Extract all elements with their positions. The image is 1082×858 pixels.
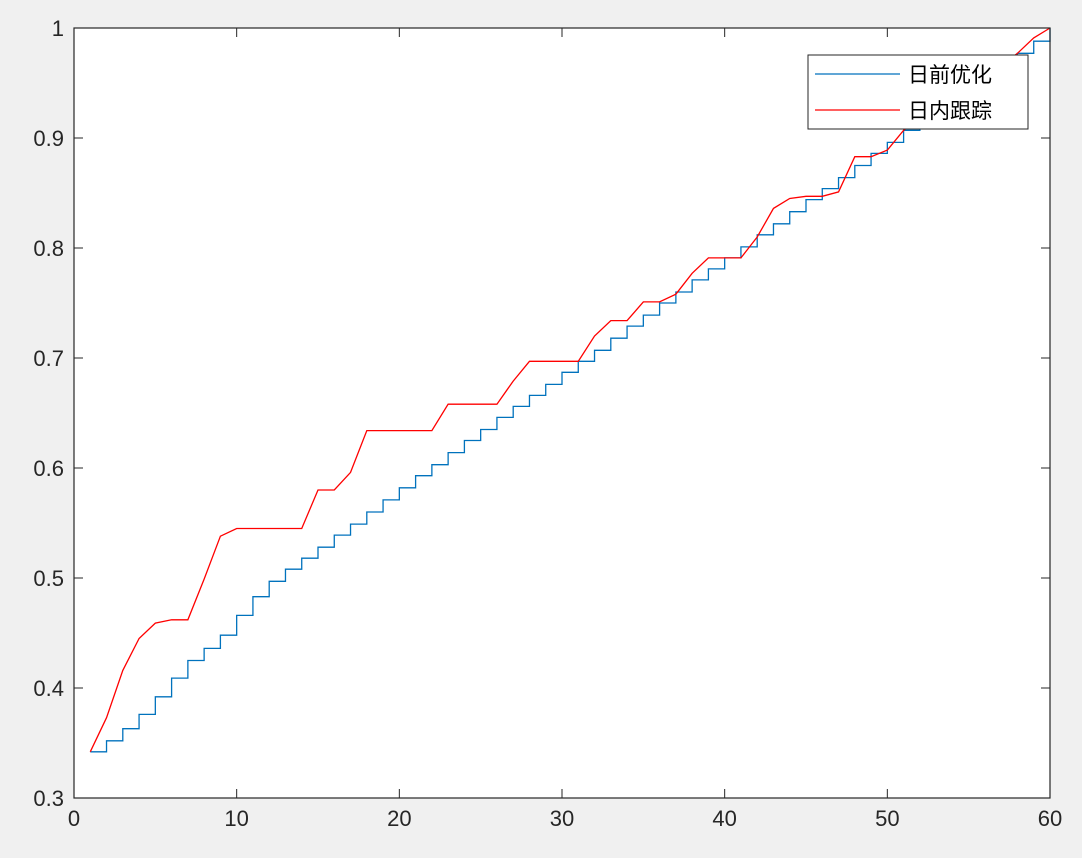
y-tick-label: 0.5	[33, 566, 64, 591]
series-layer	[89, 27, 1051, 753]
y-tick-label: 0.8	[33, 236, 64, 261]
y-tick-label: 0.3	[33, 786, 64, 811]
x-tick-label: 50	[875, 806, 899, 831]
x-tick-label: 40	[712, 806, 736, 831]
legend[interactable]: 日前优化 日内跟踪	[807, 54, 1029, 130]
y-tick-label: 0.7	[33, 346, 64, 371]
legend-label-day-ahead: 日前优化	[908, 63, 992, 87]
y-tick-label: 1	[52, 16, 64, 41]
plot-area	[74, 28, 1050, 798]
y-tick-label: 0.6	[33, 456, 64, 481]
x-tick-label: 30	[550, 806, 574, 831]
legend-box	[807, 54, 1029, 130]
legend-label-intraday: 日内跟踪	[908, 99, 992, 123]
x-tick-label: 60	[1038, 806, 1062, 831]
ticks-layer: 0 10 20 30 40 50 60 0.3 0.4 0.5 0.6 0.7 0.8 0.9 1	[33, 16, 1062, 831]
x-tick-label: 20	[387, 806, 411, 831]
series-line-intraday	[89, 27, 1051, 753]
y-tick-label: 0.4	[33, 676, 64, 701]
y-tick-label: 0.9	[33, 126, 64, 151]
x-tick-label: 0	[68, 806, 80, 831]
series-line-day-ahead	[90, 28, 1051, 753]
x-tick-label: 10	[224, 806, 248, 831]
